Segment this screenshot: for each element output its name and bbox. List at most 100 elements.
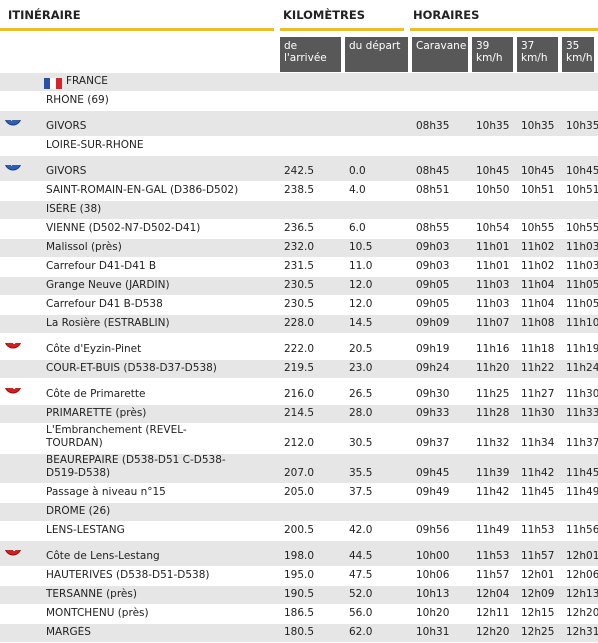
value-cell: 11h02 (521, 241, 555, 253)
value-cell: 10h20 (416, 607, 450, 619)
value-cell: 11h02 (521, 260, 555, 272)
value-cell: 09h56 (416, 524, 450, 536)
table-row: VIENNE (D502-N7-D502-D41) 236.5 6.0 08h55 10… (0, 220, 598, 239)
value-cell: 11h42 (476, 486, 510, 498)
value-cell: 11h30 (566, 388, 598, 400)
value-cell: 11.0 (349, 260, 373, 272)
place-name: GIVORS (0, 120, 280, 136)
value-cell: 11h03 (566, 241, 598, 253)
place-name: Grange Neuve (JARDIN) (46, 279, 170, 291)
subheader-row: de l'arrivée du départ Caravane 39 km/h 37 k… (0, 37, 598, 72)
value-cell: 09h05 (416, 298, 450, 310)
value-cell: 200.5 (284, 524, 315, 536)
table-row: Côte de Primarette 4 216.0 26.5 09h30 11h25 11… (0, 379, 598, 405)
value-cell: 12h20 (566, 607, 598, 619)
value-cell: 222.0 (284, 343, 315, 355)
place-name: FRANCE (0, 75, 280, 91)
value-cell: 11h07 (476, 317, 510, 329)
value-cell: 10h55 (566, 222, 598, 234)
empty-cell (280, 133, 345, 136)
value-cell: 11h49 (476, 524, 510, 536)
column-header: du départ (345, 37, 408, 72)
place-name: TERSANNE (près) (46, 588, 137, 600)
value-cell: 11h01 (476, 260, 510, 272)
climb-icon: 4 (5, 343, 21, 349)
value-cell: 11h53 (521, 524, 555, 536)
value-cell: 230.5 (284, 279, 315, 291)
value-cell: 47.5 (349, 569, 373, 581)
value-cell: 52.0 (349, 588, 373, 600)
value-cell: 42.0 (349, 524, 373, 536)
table-row: L'Embranchement (REVEL-TOURDAN) 212.0 30.5… (0, 424, 598, 454)
value-cell: 11h33 (566, 407, 598, 419)
value-cell: 56.0 (349, 607, 373, 619)
value-cell: 11h20 (476, 362, 510, 374)
value-cell: 11h18 (521, 343, 555, 355)
value-cell: 11h42 (521, 467, 555, 479)
value-cell: 12h01 (521, 569, 555, 581)
value-cell: 205.0 (284, 486, 315, 498)
climb-category: 4 (9, 343, 17, 347)
value-cell: 11h57 (521, 550, 555, 562)
value-cell: 11h04 (521, 298, 555, 310)
value-cell: 11h56 (566, 524, 598, 536)
value-cell: 12h09 (521, 588, 555, 600)
value-cell: 26.5 (349, 388, 373, 400)
table-row: Carrefour D41-D41 B 231.5 11.0 09h03 11h01 11… (0, 258, 598, 277)
value-cell: 11h10 (566, 317, 598, 329)
value-cell: 44.5 (349, 550, 373, 562)
value-cell: 10h45 (521, 165, 555, 177)
value-cell: 10h55 (521, 222, 555, 234)
value-cell: 11h32 (476, 437, 510, 449)
place-name: LOIRE-SUR-RHÔNE (46, 139, 144, 151)
value-cell: 11h25 (476, 388, 510, 400)
value-cell: 09h37 (416, 437, 450, 449)
table-row: COUR-ET-BUIS (D538-D37-D538) 219.5 23.0 09h… (0, 360, 598, 379)
value-cell: 11h01 (476, 241, 510, 253)
value-cell: 10h06 (416, 569, 450, 581)
value-cell: 10h35 (476, 120, 510, 132)
value-cell: 11h05 (566, 298, 598, 310)
value-cell: 6.0 (349, 222, 366, 234)
value-cell: 216.0 (284, 388, 315, 400)
table-row: La Rosière (ESTRABLIN) 228.0 14.5 09h09 11h0… (0, 315, 598, 334)
value-cell: 11h24 (566, 362, 598, 374)
place-name: COUR-ET-BUIS (D538-D37-D538) (46, 362, 217, 374)
value-cell: 08h35 (416, 120, 450, 132)
value-cell: 12h01 (566, 550, 598, 562)
value-cell: 20.5 (349, 343, 373, 355)
climb-icon: 4 (5, 550, 21, 556)
table-row: MONTCHENU (près) 186.5 56.0 10h20 12h11 12h15… (0, 605, 598, 624)
table-row: ISÈRE (38) (0, 201, 598, 220)
place-name: SAINT-ROMAIN-EN-GAL (D386-D502) (46, 184, 239, 196)
column-header: de l'arrivée (280, 37, 341, 72)
place-name: Carrefour D41-D41 B (46, 260, 157, 272)
value-cell: 08h45 (416, 165, 450, 177)
table-row: HAUTERIVES (D538-D51-D538) 195.0 47.5 10h06… (0, 567, 598, 586)
start-icon (5, 165, 21, 171)
value-cell: 12.0 (349, 298, 373, 310)
table-row: Côte de Lens-Lestang 4 198.0 44.5 10h00 11h53… (0, 541, 598, 567)
value-cell: 09h05 (416, 279, 450, 291)
value-cell: 11h37 (566, 437, 598, 449)
flag-icon (44, 78, 62, 89)
value-cell: 12h11 (476, 607, 510, 619)
value-cell: 11h30 (521, 407, 555, 419)
value-cell: 11h08 (521, 317, 555, 329)
place-name: Côte d'Eyzin-Pinet 4 (0, 343, 280, 359)
value-cell: 09h03 (416, 260, 450, 272)
table-row: DRÔME (26) (0, 503, 598, 522)
value-cell: 11h53 (476, 550, 510, 562)
value-cell: 4.0 (349, 184, 366, 196)
table-row: GIVORS 08h35 10h35 10h35 10h35 (0, 111, 598, 137)
table-row: Passage à niveau n°15 205.0 37.5 09h49 11h42… (0, 484, 598, 503)
value-cell: 12h13 (566, 588, 598, 600)
value-cell: 09h24 (416, 362, 450, 374)
place-name: GIVORS (0, 165, 280, 181)
value-cell: 212.0 (284, 437, 315, 449)
value-cell: 10h51 (566, 184, 598, 196)
place-name: L'Embranchement (REVEL-TOURDAN) (46, 424, 187, 449)
place-name: HAUTERIVES (D538-D51-D538) (46, 569, 210, 581)
table-body: FRANCE RHÔNE (69) GIVORS 08h35 10h35 10h35 10h… (0, 73, 598, 643)
place-name: PRIMARETTE (près) (46, 407, 147, 419)
